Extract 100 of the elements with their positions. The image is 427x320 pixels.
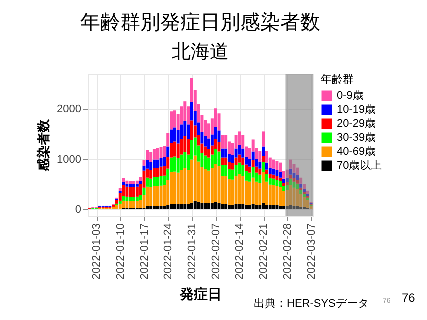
bar xyxy=(292,182,296,188)
bar xyxy=(122,196,126,201)
bar xyxy=(282,178,286,184)
bar xyxy=(176,204,180,210)
bar xyxy=(296,206,300,210)
bar xyxy=(163,157,166,166)
bar xyxy=(129,201,132,208)
bar xyxy=(126,186,129,197)
bar xyxy=(136,184,139,187)
bar xyxy=(132,187,136,198)
bar xyxy=(306,190,310,194)
bar xyxy=(221,148,224,158)
bar xyxy=(268,184,272,206)
x-axis-title: 発症日 xyxy=(179,286,222,302)
x-tick-label: 2022-01-24 xyxy=(162,224,175,280)
bar xyxy=(272,174,276,179)
text: 76 xyxy=(402,291,416,305)
bar xyxy=(187,204,190,210)
bar xyxy=(276,170,279,176)
bar xyxy=(173,110,176,128)
bar xyxy=(150,178,153,188)
chart-subtitle: 北海道 xyxy=(172,42,229,63)
bar xyxy=(146,150,150,160)
bar xyxy=(173,142,176,157)
bar xyxy=(289,160,292,169)
bar xyxy=(173,204,176,210)
bar xyxy=(160,176,163,186)
bar xyxy=(118,204,122,209)
bar xyxy=(180,124,184,140)
bar xyxy=(160,186,163,206)
bar xyxy=(224,158,228,166)
bar xyxy=(180,154,184,170)
bar xyxy=(208,203,211,210)
bar xyxy=(170,130,174,144)
bar xyxy=(150,187,153,206)
bar xyxy=(289,174,292,179)
bar xyxy=(255,204,258,210)
bar xyxy=(208,138,211,150)
bar xyxy=(238,132,242,146)
bar xyxy=(234,176,238,204)
chart-title: 年齢群別発症日別感染者数 xyxy=(80,12,320,34)
bar xyxy=(122,200,126,208)
bar xyxy=(279,187,282,206)
bar xyxy=(118,188,122,192)
bar xyxy=(218,166,221,203)
bar xyxy=(129,187,132,198)
bar xyxy=(146,160,150,169)
legend-label: 30-39歳 xyxy=(337,131,376,144)
bar xyxy=(238,204,242,210)
bar xyxy=(302,184,306,190)
bar xyxy=(302,189,306,192)
bar xyxy=(289,205,292,210)
bar xyxy=(160,166,163,176)
bar xyxy=(262,162,266,172)
bar xyxy=(262,172,266,204)
bar xyxy=(208,149,211,158)
bar xyxy=(221,135,224,149)
bar xyxy=(129,184,132,188)
bar xyxy=(156,160,160,168)
bar xyxy=(296,175,300,180)
bar xyxy=(265,204,268,210)
bar xyxy=(286,170,289,178)
bar xyxy=(150,152,153,162)
bar xyxy=(210,202,214,210)
bar xyxy=(150,170,153,179)
bar xyxy=(306,200,310,208)
bar xyxy=(170,204,174,210)
bar xyxy=(224,176,228,204)
bar xyxy=(118,200,122,204)
bar xyxy=(173,156,176,172)
bar xyxy=(224,204,228,210)
bar xyxy=(231,180,234,205)
bar xyxy=(156,186,160,206)
bar xyxy=(184,152,187,168)
bar xyxy=(231,204,234,210)
bar xyxy=(152,160,156,168)
bar xyxy=(142,160,146,166)
y-axis-title: 感染者数 xyxy=(36,118,52,172)
bar xyxy=(204,169,208,204)
bar xyxy=(184,204,187,210)
bar xyxy=(286,185,289,190)
bar xyxy=(279,181,282,188)
bar xyxy=(228,179,231,205)
bar xyxy=(156,168,160,178)
bar xyxy=(262,146,266,156)
bar xyxy=(139,177,142,182)
bar xyxy=(306,198,310,200)
bar xyxy=(166,146,170,158)
bar xyxy=(173,172,176,204)
bar xyxy=(115,205,118,209)
bar xyxy=(265,174,268,182)
bar xyxy=(160,206,163,210)
bar xyxy=(258,162,262,169)
legend-label: 20-29歳 xyxy=(337,117,376,130)
bar xyxy=(152,149,156,160)
bar xyxy=(262,203,266,210)
bar xyxy=(300,206,303,210)
bar xyxy=(292,206,296,210)
bar xyxy=(238,174,242,204)
bar xyxy=(160,158,163,167)
